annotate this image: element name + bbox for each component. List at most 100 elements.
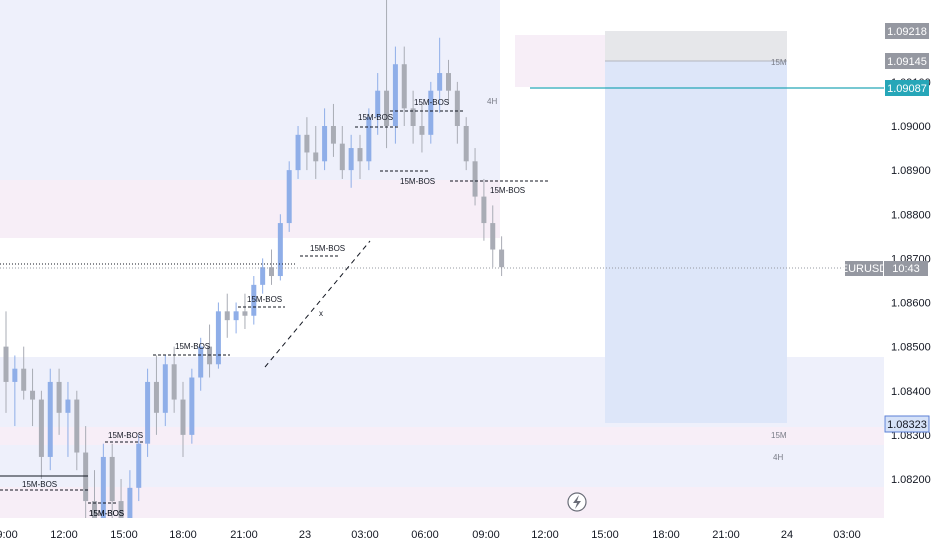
bos-annotation[interactable]: 15M-BOS (380, 170, 435, 186)
time-axis-background (0, 518, 932, 550)
time-axis-label: 18:00 (652, 529, 680, 541)
candle (100, 443, 106, 532)
bos-label: 15M-BOS (358, 113, 393, 122)
bos-annotation[interactable]: 15M-BOS (390, 98, 465, 112)
candle (428, 81, 434, 144)
bos-label: 15M-BOS (89, 509, 124, 518)
time-axis-label: 12:00 (531, 529, 559, 541)
price-tags: 1.09218 1.09145 1.09087 1.08323 (884, 23, 930, 433)
annotation-layer: x 15M-BOS 15M-BOS 15M-BOS 15M-BOS 15M-BOS 15M-… (0, 87, 884, 518)
bos-label: 15M-BOS (414, 98, 449, 107)
time-axis-label: 12:00 (50, 529, 78, 541)
candle (490, 205, 496, 268)
price-axis-label: 1.08900 (891, 165, 931, 177)
time-axis-label: 03:00 (833, 529, 861, 541)
candle (446, 59, 451, 104)
bos-annotation[interactable]: 15M-BOS (153, 342, 230, 356)
candle (233, 302, 239, 334)
candle (322, 108, 328, 171)
bos-annotation[interactable]: 15M-BOS (300, 244, 345, 257)
candle (348, 134, 354, 188)
bos-annotation[interactable]: 15M-BOS (105, 431, 145, 443)
svg-text:1.09218: 1.09218 (887, 26, 927, 38)
candle (171, 346, 177, 413)
time-axis-label: 21:00 (230, 529, 258, 541)
candle (339, 126, 345, 179)
time-axis-label: 21:00 (712, 529, 740, 541)
price-axis-label: 1.08500 (891, 342, 931, 354)
price-axis-label: 1.08400 (891, 386, 931, 398)
candle (286, 161, 292, 232)
time-axis-label: 09:00 (0, 529, 18, 541)
candle (295, 126, 301, 179)
price-axis-label: 1.08600 (891, 298, 931, 310)
candle (224, 293, 230, 338)
time-axis[interactable]: 09:00 12:00 15:00 18:00 21:00 23 03:00 06:00 09:… (0, 518, 932, 550)
candle (3, 311, 9, 413)
bos-annotation[interactable]: 15M-BOS (238, 295, 285, 308)
bos-annotation[interactable]: 15M-BOS (450, 180, 550, 195)
bos-label: 15M-BOS (175, 342, 210, 351)
price-axis-label: 1.08200 (891, 474, 931, 486)
candle (401, 46, 407, 126)
bos-annotation[interactable]: 15M-BOS (88, 502, 124, 518)
time-axis-label: 18:00 (169, 529, 197, 541)
candle (47, 368, 53, 471)
symbol-price-tag: EURUSD 10:43 (841, 261, 928, 276)
position-target-zone[interactable] (605, 61, 787, 423)
candle (21, 346, 27, 400)
time-axis-label: 15:00 (110, 529, 138, 541)
bos-label: 15M-BOS (89, 509, 124, 518)
candle (153, 355, 159, 435)
bos-label: 15M-BOS (247, 295, 282, 304)
candle (65, 381, 71, 457)
candle (419, 103, 425, 153)
position-stop-zone[interactable] (605, 31, 787, 61)
candle (277, 214, 283, 281)
bos-label: 15M-BOS (310, 244, 345, 253)
candle (481, 178, 487, 241)
candle (375, 73, 381, 135)
time-axis-label: 06:00 (411, 529, 439, 541)
candle (198, 337, 204, 391)
candle (313, 126, 319, 179)
candle (56, 368, 62, 435)
zone-label-15m: 15M (771, 431, 787, 440)
candle (454, 81, 460, 144)
price-axis-label: 1.09000 (891, 121, 931, 133)
time-axis-label: 09:00 (472, 529, 500, 541)
bos-annotation[interactable]: 15M-BOS (355, 113, 400, 128)
candle (145, 368, 151, 457)
candle (162, 355, 168, 427)
countdown-label: 10:43 (892, 263, 920, 275)
trendline-dashed[interactable] (264, 240, 371, 368)
candle (109, 443, 115, 524)
candle (38, 390, 44, 479)
time-axis-label: 24 (781, 529, 793, 541)
svg-text:1.08323: 1.08323 (887, 419, 927, 431)
candle (304, 117, 310, 171)
candle (410, 90, 416, 144)
bos-label: 15M-BOS (108, 431, 143, 440)
candle (251, 276, 257, 325)
bos-label: 15M-BOS (22, 480, 57, 489)
bos-label: 15M-BOS (400, 177, 435, 186)
candle (499, 236, 505, 277)
symbol-tag-bg (845, 261, 883, 276)
price-tag-1-09145: 1.09145 (885, 53, 929, 69)
bos-annotation[interactable]: 15M-BOS (0, 480, 90, 491)
time-axis-label: 15:00 (591, 529, 619, 541)
candle (330, 103, 336, 157)
bos-annotation[interactable]: 15M-BOS (89, 509, 124, 518)
candle (83, 426, 89, 524)
time-axis-label: 03:00 (351, 529, 379, 541)
zone-label-15m-top: 15M (771, 58, 787, 67)
demand-zone-15m (0, 427, 884, 445)
candle (12, 355, 18, 427)
zone-label-4h: 4H (773, 453, 783, 462)
candle (74, 390, 80, 471)
lightning-icon[interactable] (567, 492, 587, 512)
price-tag-1-09087: 1.09087 (885, 80, 929, 96)
bos-label: 15M-BOS (490, 186, 525, 195)
